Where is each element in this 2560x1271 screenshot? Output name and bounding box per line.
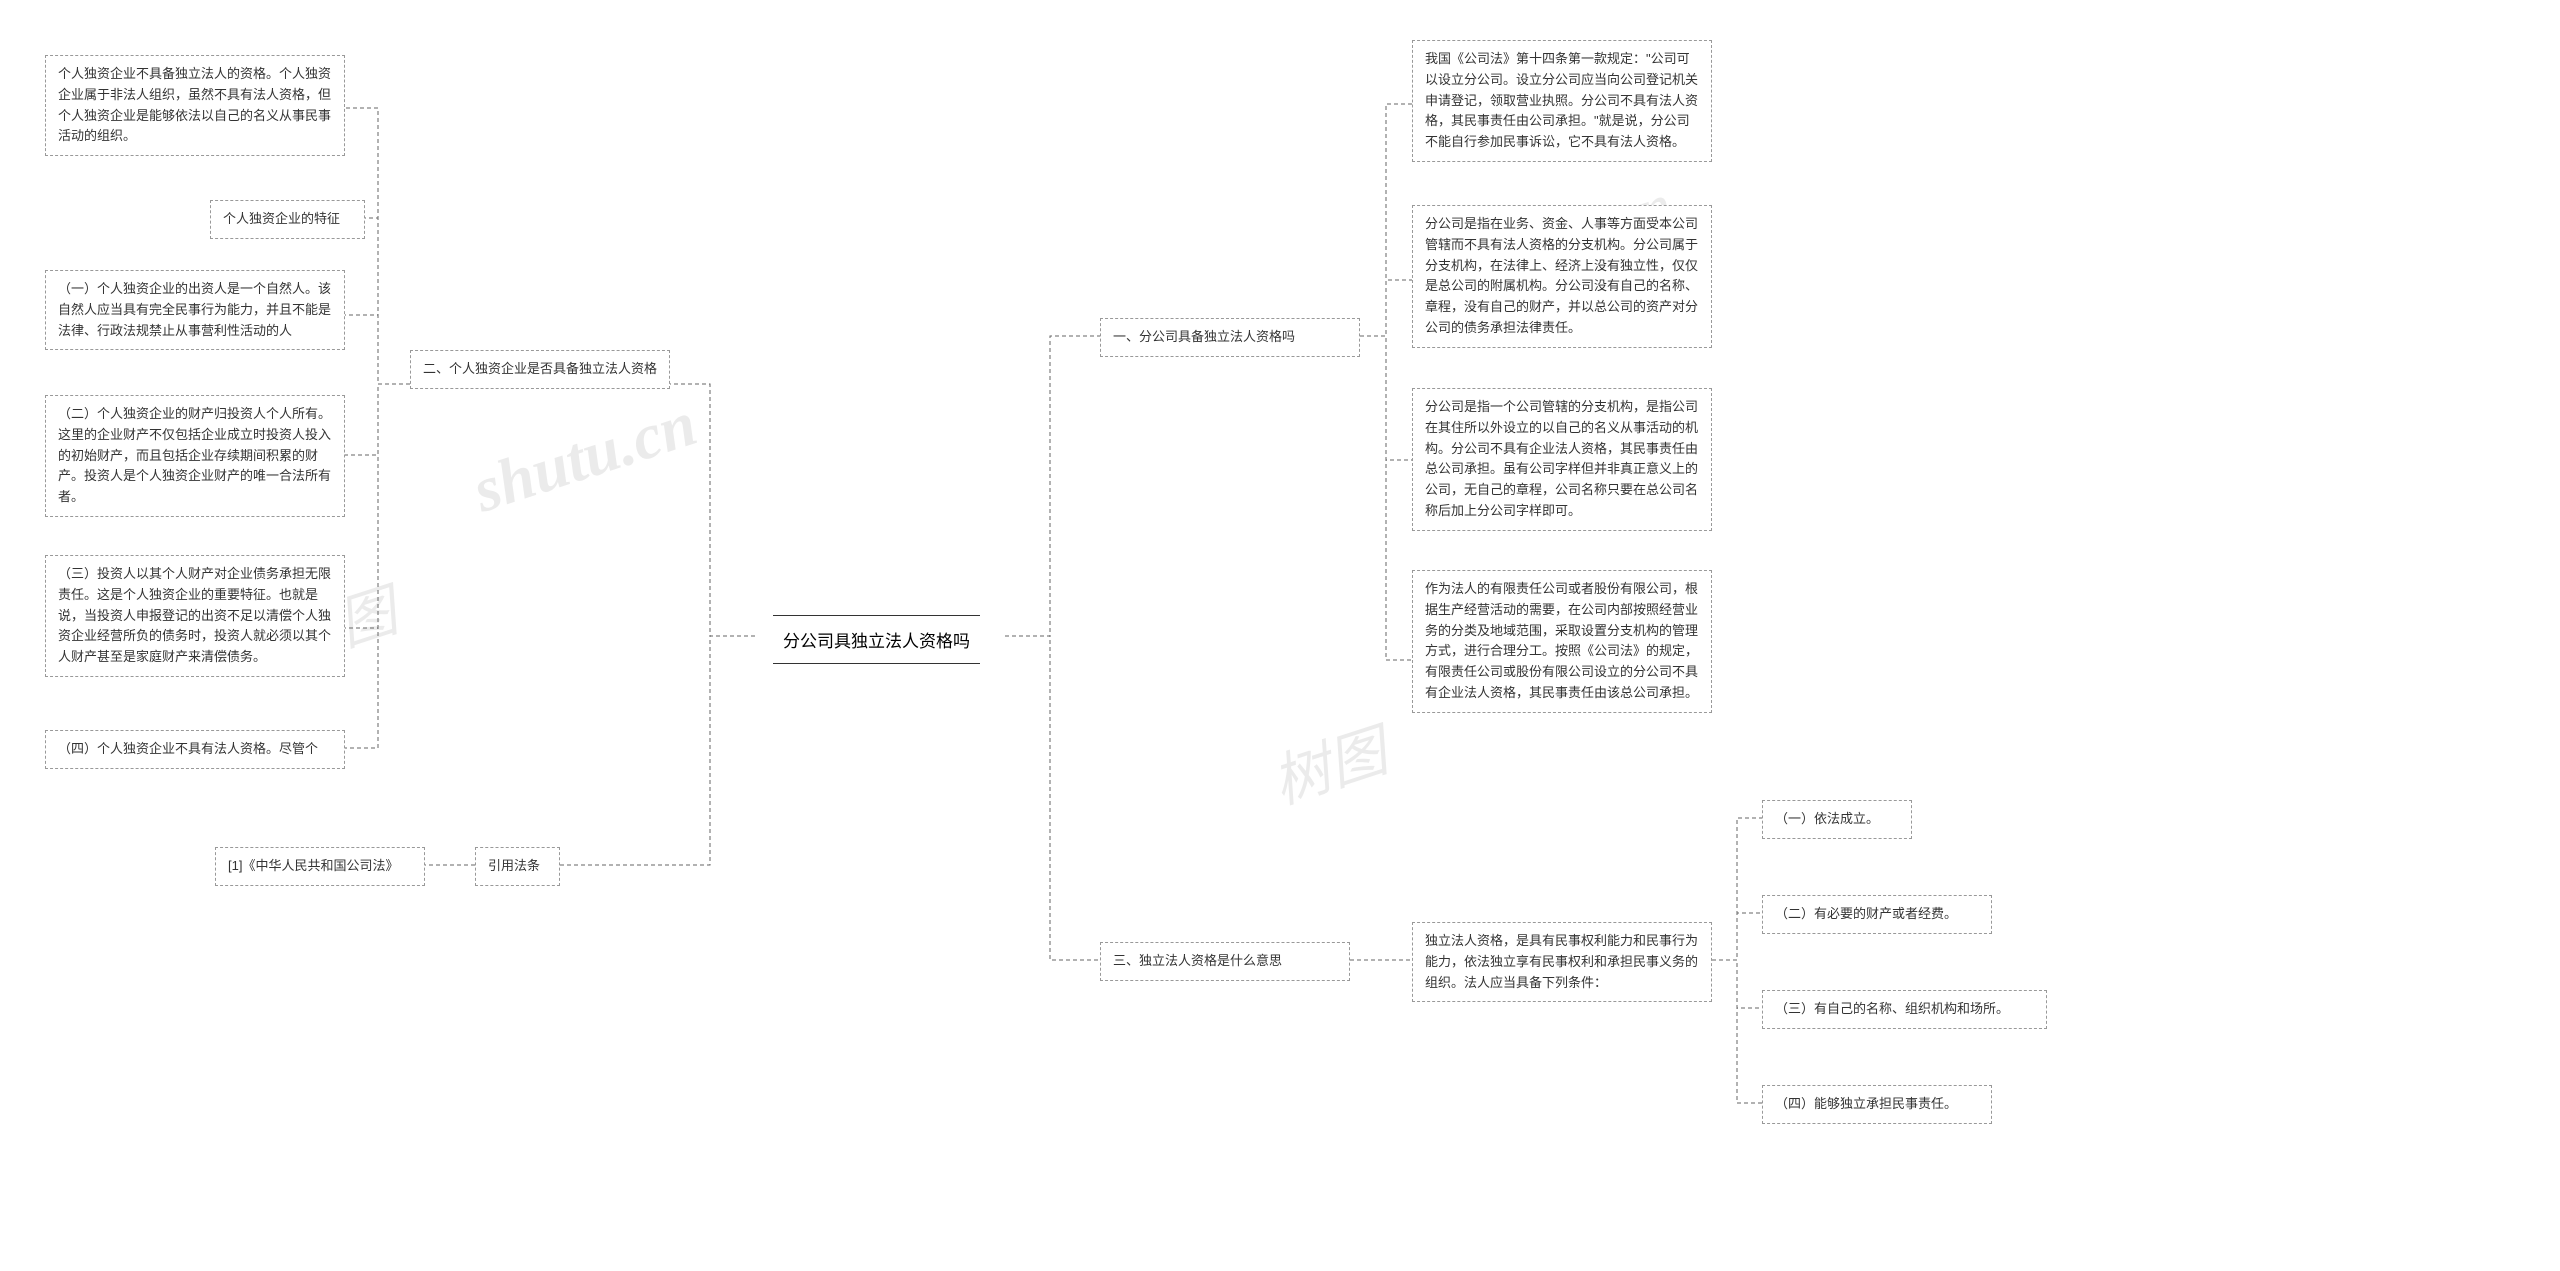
root-label: 分公司具独立法人资格吗 bbox=[773, 615, 980, 664]
leaf-r1-0: 我国《公司法》第十四条第一款规定："公司可以设立分公司。设立分公司应当向公司登记… bbox=[1412, 40, 1712, 162]
branch-r1: 一、分公司具备独立法人资格吗 bbox=[1100, 318, 1360, 357]
leaf-r1-1: 分公司是指在业务、资金、人事等方面受本公司管辖而不具有法人资格的分支机构。分公司… bbox=[1412, 205, 1712, 348]
leaf-r1-3: 作为法人的有限责任公司或者股份有限公司，根据生产经营活动的需要，在公司内部按照经… bbox=[1412, 570, 1712, 713]
leaf-l2-0: 个人独资企业不具备独立法人的资格。个人独资企业属于非法人组织，虽然不具有法人资格… bbox=[45, 55, 345, 156]
leaf-r3-0-2: （三）有自己的名称、组织机构和场所。 bbox=[1762, 990, 2047, 1029]
root-node: 分公司具独立法人资格吗 bbox=[755, 615, 998, 664]
leaf-r3-0-0: （一）依法成立。 bbox=[1762, 800, 1912, 839]
leaf-l2-4: （三）投资人以其个人财产对企业债务承担无限责任。这是个人独资企业的重要特征。也就… bbox=[45, 555, 345, 677]
branch-r3: 三、独立法人资格是什么意思 bbox=[1100, 942, 1350, 981]
leaf-r1-2: 分公司是指一个公司管辖的分支机构，是指公司在其住所以外设立的以自己的名义从事活动… bbox=[1412, 388, 1712, 531]
watermark: 树图 bbox=[1260, 704, 1396, 820]
leaf-r3-0: 独立法人资格，是具有民事权利能力和民事行为能力，依法独立享有民事权利和承担民事义… bbox=[1412, 922, 1712, 1002]
branch-lref: 引用法条 bbox=[475, 847, 560, 886]
leaf-l2-1: 个人独资企业的特征 bbox=[210, 200, 365, 239]
leaf-l2-5: （四）个人独资企业不具有法人资格。尽管个 bbox=[45, 730, 345, 769]
leaf-l2-2: （一）个人独资企业的出资人是一个自然人。该自然人应当具有完全民事行为能力，并且不… bbox=[45, 270, 345, 350]
leaf-r3-0-1: （二）有必要的财产或者经费。 bbox=[1762, 895, 1992, 934]
leaf-r3-0-3: （四）能够独立承担民事责任。 bbox=[1762, 1085, 1992, 1124]
connector-layer bbox=[0, 0, 2560, 1271]
leaf-l2-3: （二）个人独资企业的财产归投资人个人所有。这里的企业财产不仅包括企业成立时投资人… bbox=[45, 395, 345, 517]
leaf-lref-0: [1]《中华人民共和国公司法》 bbox=[215, 847, 425, 886]
watermark: shutu.cn bbox=[464, 386, 705, 527]
branch-l2: 二、个人独资企业是否具备独立法人资格 bbox=[410, 350, 670, 389]
